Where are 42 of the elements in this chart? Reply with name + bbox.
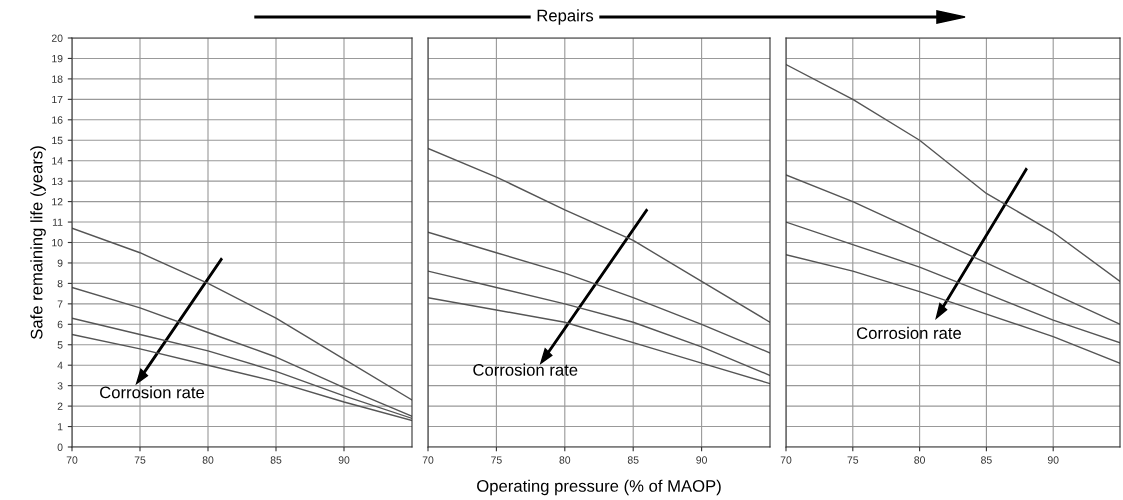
- x-tick-label: 70: [780, 456, 792, 464]
- y-tick-label: 6: [57, 320, 63, 329]
- x-tick-label: 85: [981, 456, 992, 464]
- x-tick-label: 90: [696, 456, 707, 464]
- annotation: Corrosion rate: [856, 326, 961, 339]
- y-tick-label: 1: [57, 423, 63, 431]
- y-tick-label: 2: [57, 402, 63, 410]
- y-tick-label: 19: [52, 54, 63, 63]
- y-tick-label: 8: [57, 279, 63, 288]
- y-tick-label: 11: [52, 218, 63, 226]
- x-tick-label: 75: [134, 456, 146, 464]
- annotation: Corrosion rate: [100, 386, 205, 399]
- annotation: Corrosion rate: [473, 363, 578, 376]
- y-tick-label: 15: [52, 136, 63, 145]
- y-axis-title: Safe remaining life (years): [30, 146, 46, 339]
- y-tick-label: 13: [52, 177, 63, 186]
- x-tick-label: 80: [914, 456, 925, 464]
- y-tick-label: 0: [57, 443, 63, 451]
- x-tick-label: 80: [202, 456, 214, 464]
- y-tick-label: 9: [57, 259, 63, 267]
- y-tick-label: 18: [52, 75, 63, 83]
- x-tick-label: 90: [1047, 456, 1059, 464]
- x-axis-title: Operating pressure (% of MAOP): [477, 479, 721, 496]
- x-tick-label: 80: [559, 456, 571, 464]
- x-tick-label: 85: [270, 456, 282, 464]
- y-tick-label: 4: [57, 361, 63, 369]
- x-tick-label: 85: [627, 456, 639, 464]
- x-tick-label: 70: [66, 456, 78, 464]
- y-tick-label: 12: [52, 198, 63, 206]
- y-tick-label: 20: [51, 34, 63, 42]
- text: Repairs: [537, 9, 594, 25]
- y-tick-label: 5: [57, 341, 63, 349]
- x-tick-label: 75: [491, 456, 502, 464]
- y-tick-label: 10: [52, 239, 63, 247]
- y-tick-label: 7: [57, 300, 63, 308]
- y-tick-label: 3: [57, 382, 63, 390]
- x-tick-label: 90: [338, 456, 350, 464]
- y-tick-label: 17: [52, 95, 63, 104]
- x-tick-label: 75: [847, 456, 859, 464]
- x-tick-label: 70: [422, 456, 434, 464]
- y-tick-label: 14: [52, 157, 63, 165]
- y-tick-label: 16: [52, 116, 63, 124]
